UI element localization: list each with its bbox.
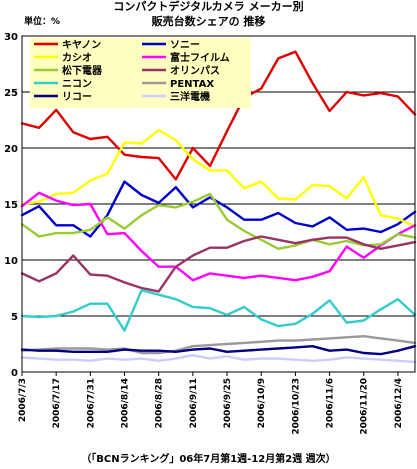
y-tick-label: 0 (11, 368, 18, 379)
y-tick-label: 15 (4, 200, 18, 211)
y-tick-label: 30 (4, 32, 18, 43)
legend-label: ソニー (170, 40, 200, 51)
series-line-9 (20, 354, 417, 364)
legend-label: オリンパス (170, 65, 220, 77)
x-tick-label: 2006/7/17 (52, 378, 62, 428)
series-line-0 (20, 50, 417, 181)
x-tick-label: 2006/11/20 (360, 378, 370, 435)
series-line-7 (20, 335, 417, 355)
series-line-5 (20, 235, 417, 293)
legend-label: 富士フイルム (170, 51, 230, 64)
y-tick-label: 20 (4, 144, 18, 155)
x-tick-label: 2006/7/31 (86, 378, 96, 428)
legend-label: ニコン (62, 79, 92, 90)
series-line-1 (20, 180, 417, 238)
y-tick-label: 5 (11, 312, 18, 323)
x-tick-label: 2006/10/9 (257, 378, 267, 428)
series-line-2 (20, 128, 417, 228)
y-axis-ticks: 0 5 10 15 20 25 30 (4, 32, 18, 379)
legend-label: リコー (62, 91, 92, 103)
x-tick-label: 2006/9/11 (189, 378, 199, 428)
series-line-8 (20, 345, 417, 356)
series-line-4 (20, 192, 417, 251)
x-tick-label: 2006/9/25 (223, 378, 233, 428)
x-axis-ticks: 2006/7/3 2006/7/17 2006/7/31 2006/8/14 2006/… (18, 372, 404, 435)
chart-title-line1: コンパクトデジタルカメラ メーカー別 (113, 0, 304, 13)
series-line-3 (20, 191, 417, 282)
y-tick-label: 10 (4, 256, 18, 267)
chart-title-line2: 販売台数シェアの 推移 (151, 15, 266, 28)
x-tick-label: 2006/7/3 (18, 378, 28, 422)
source-note: （「BCNランキング」06年7月第1週-12月第2週 週次） (81, 454, 336, 465)
x-tick-label: 2006/8/28 (155, 378, 165, 428)
unit-label: 単位：% (24, 17, 61, 27)
series-lines (20, 50, 417, 364)
legend-label: キヤノン (62, 39, 101, 51)
legend-box (30, 38, 251, 108)
legend-label: カシオ (62, 52, 92, 64)
legend-label: 三洋電機 (170, 90, 210, 103)
x-tick-label: 2006/12/4 (394, 378, 404, 428)
x-tick-label: 2006/10/23 (291, 378, 301, 435)
plot-frame (21, 35, 416, 373)
series-line-6 (20, 289, 417, 332)
x-tick-label: 2006/8/14 (121, 378, 131, 428)
x-tick-label: 2006/11/6 (326, 378, 336, 428)
y-tick-label: 25 (4, 88, 18, 99)
legend-label: 松下電器 (62, 64, 103, 77)
legend-label: PENTAX (170, 79, 214, 90)
